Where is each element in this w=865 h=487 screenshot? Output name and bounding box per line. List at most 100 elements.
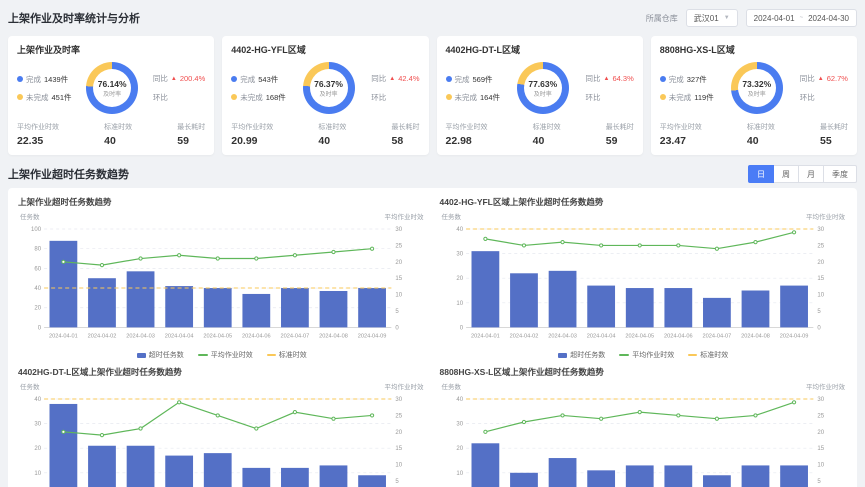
svg-text:25: 25 <box>395 243 402 249</box>
chevron-down-icon: ▼ <box>723 15 730 21</box>
incomplete-legend: 未完成 164件 <box>445 92 500 103</box>
timeliness-rate: 76.37% <box>314 78 343 89</box>
svg-text:25: 25 <box>817 243 824 249</box>
mom-row: 环比 <box>371 93 387 102</box>
period-button-day[interactable]: 日 <box>748 165 774 183</box>
legend-overtime-tasks[interactable]: 超时任务数 <box>136 350 184 360</box>
svg-text:5: 5 <box>817 479 821 485</box>
right-axis-title: 平均作业时效 <box>384 384 424 392</box>
svg-text:2024-04-05: 2024-04-05 <box>625 333 654 339</box>
svg-text:10: 10 <box>456 301 463 307</box>
completed-legend: 完成 543件 <box>231 74 286 85</box>
bar-legend-icon <box>558 352 568 358</box>
kpi-stats: 平均作业时效 22.35 标准时效 40 最长耗时 59 <box>17 124 206 147</box>
yoy-row: 同比 ▲ 62.7% <box>799 74 848 83</box>
legend-standard-time[interactable]: 标准时效 <box>688 350 728 360</box>
completed-dot-icon <box>659 76 666 82</box>
up-arrow-icon: ▲ <box>170 75 177 82</box>
completed-legend: 完成 1439件 <box>17 74 72 85</box>
incomplete-legend: 未完成 168件 <box>231 92 286 103</box>
top-controls: 所属仓库 武汉01 ▼ 2024-04-01 ~ 2024-04-30 <box>646 9 857 27</box>
svg-text:0: 0 <box>395 325 399 331</box>
chart-block-4402-hg-yfl: 4402-HG-YFL区域上架作业超时任务数趋势 任务数 平均作业时效 0 10 2… <box>440 196 848 360</box>
bar-legend-icon <box>136 352 146 358</box>
kpi-card-overall: 上架作业及时率 完成 1439件 未完成 451件 <box>8 36 215 155</box>
chart-title: 4402HG-DT-L区域上架作业超时任务数趋势 <box>18 367 182 378</box>
svg-text:40: 40 <box>456 227 463 233</box>
svg-text:30: 30 <box>395 227 402 233</box>
period-button-month[interactable]: 月 <box>798 165 824 183</box>
period-button-week[interactable]: 周 <box>773 165 799 183</box>
svg-text:15: 15 <box>817 276 824 282</box>
svg-text:2024-04-03: 2024-04-03 <box>548 333 577 339</box>
timeliness-donut: 73.32% 及时率 <box>730 62 783 114</box>
svg-text:2024-04-02: 2024-04-02 <box>88 333 117 339</box>
svg-text:30: 30 <box>456 422 463 428</box>
svg-text:15: 15 <box>395 276 402 282</box>
left-axis-title: 任务数 <box>20 214 40 221</box>
incomplete-dot-icon <box>231 94 238 100</box>
chart-canvas: 0102030400510152025302024-04-012024-04-0… <box>34 398 403 487</box>
completed-dot-icon <box>17 76 23 82</box>
svg-text:25: 25 <box>817 414 824 420</box>
svg-text:2024-04-09: 2024-04-09 <box>779 333 808 339</box>
chart-title: 上架作业超时任务数趋势 <box>18 197 112 207</box>
svg-text:20: 20 <box>456 276 463 282</box>
top-bar: 上架作业及时率统计与分析 所属仓库 武汉01 ▼ 2024-04-01 ~ 20… <box>8 6 857 30</box>
svg-text:2024-04-06: 2024-04-06 <box>242 333 271 339</box>
kpi-card-title: 8808HG-XS-L区域 <box>659 45 735 55</box>
timeliness-rate: 77.63% <box>528 78 558 89</box>
date-start: 2024-04-01 <box>753 13 795 23</box>
kpi-card-4402hg-dt-l: 4402HG-DT-L区域 完成 569件 未完成 164件 <box>436 36 643 155</box>
left-axis-title: 任务数 <box>441 214 462 221</box>
yoy-row: 同比 ▲ 42.4% <box>371 74 420 83</box>
svg-text:60: 60 <box>34 266 41 272</box>
mom-row: 环比 <box>152 93 168 102</box>
up-arrow-icon: ▲ <box>817 75 824 82</box>
svg-text:2024-04-05: 2024-04-05 <box>203 333 232 339</box>
right-axis-title: 平均作业时效 <box>806 214 845 221</box>
line-legend-icon <box>619 354 630 357</box>
period-button-quarter[interactable]: 季度 <box>823 165 857 183</box>
svg-text:30: 30 <box>817 227 824 233</box>
legend-standard-time[interactable]: 标准时效 <box>266 350 307 360</box>
svg-text:2024-04-03: 2024-04-03 <box>126 333 155 339</box>
date-separator: ~ <box>799 15 804 21</box>
date-range-picker[interactable]: 2024-04-01 ~ 2024-04-30 <box>745 9 857 27</box>
svg-text:100: 100 <box>31 227 42 233</box>
svg-text:2024-04-07: 2024-04-07 <box>281 333 310 339</box>
timeliness-rate: 73.32% <box>742 78 772 89</box>
chart-block-8808hg-xs-l: 8808HG-XS-L区域上架作业超时任务数趋势 任务数 平均作业时效 0102… <box>440 366 848 487</box>
svg-text:10: 10 <box>817 293 824 299</box>
legend-avg-time[interactable]: 平均作业时效 <box>197 350 253 360</box>
legend-overtime-tasks[interactable]: 超时任务数 <box>558 350 605 360</box>
kpi-card-title: 4402HG-DT-L区域 <box>445 45 521 55</box>
svg-text:25: 25 <box>395 414 402 420</box>
warehouse-value: 武汉01 <box>693 13 719 23</box>
svg-text:0: 0 <box>459 325 463 331</box>
svg-text:20: 20 <box>395 260 402 266</box>
legend-avg-time[interactable]: 平均作业时效 <box>619 350 674 360</box>
incomplete-dot-icon <box>445 94 452 100</box>
chart-block-overall: 上架作业超时任务数趋势 任务数 平均作业时效 0 20 40 60 80 100 0 5 10 1… <box>18 196 426 360</box>
svg-text:40: 40 <box>34 398 41 404</box>
svg-text:2024-04-09: 2024-04-09 <box>358 333 387 339</box>
svg-text:10: 10 <box>456 471 463 477</box>
warehouse-select[interactable]: 武汉01 ▼ <box>685 9 738 27</box>
up-arrow-icon: ▲ <box>603 75 610 82</box>
kpi-row: 上架作业及时率 完成 1439件 未完成 451件 <box>8 36 857 155</box>
up-arrow-icon: ▲ <box>389 75 396 82</box>
svg-text:30: 30 <box>817 398 824 404</box>
svg-text:2024-04-01: 2024-04-01 <box>49 333 78 339</box>
right-axis-title: 平均作业时效 <box>384 214 424 221</box>
svg-text:20: 20 <box>34 306 41 312</box>
dashed-legend-icon <box>266 354 276 357</box>
svg-text:40: 40 <box>34 286 41 292</box>
svg-text:15: 15 <box>817 447 824 453</box>
chart-legend: 超时任务数 平均作业时效 标准时效 <box>18 350 426 360</box>
date-end: 2024-04-30 <box>808 13 849 23</box>
svg-text:10: 10 <box>817 463 824 469</box>
timeliness-rate-label: 及时率 <box>747 91 766 98</box>
svg-text:20: 20 <box>34 447 41 453</box>
